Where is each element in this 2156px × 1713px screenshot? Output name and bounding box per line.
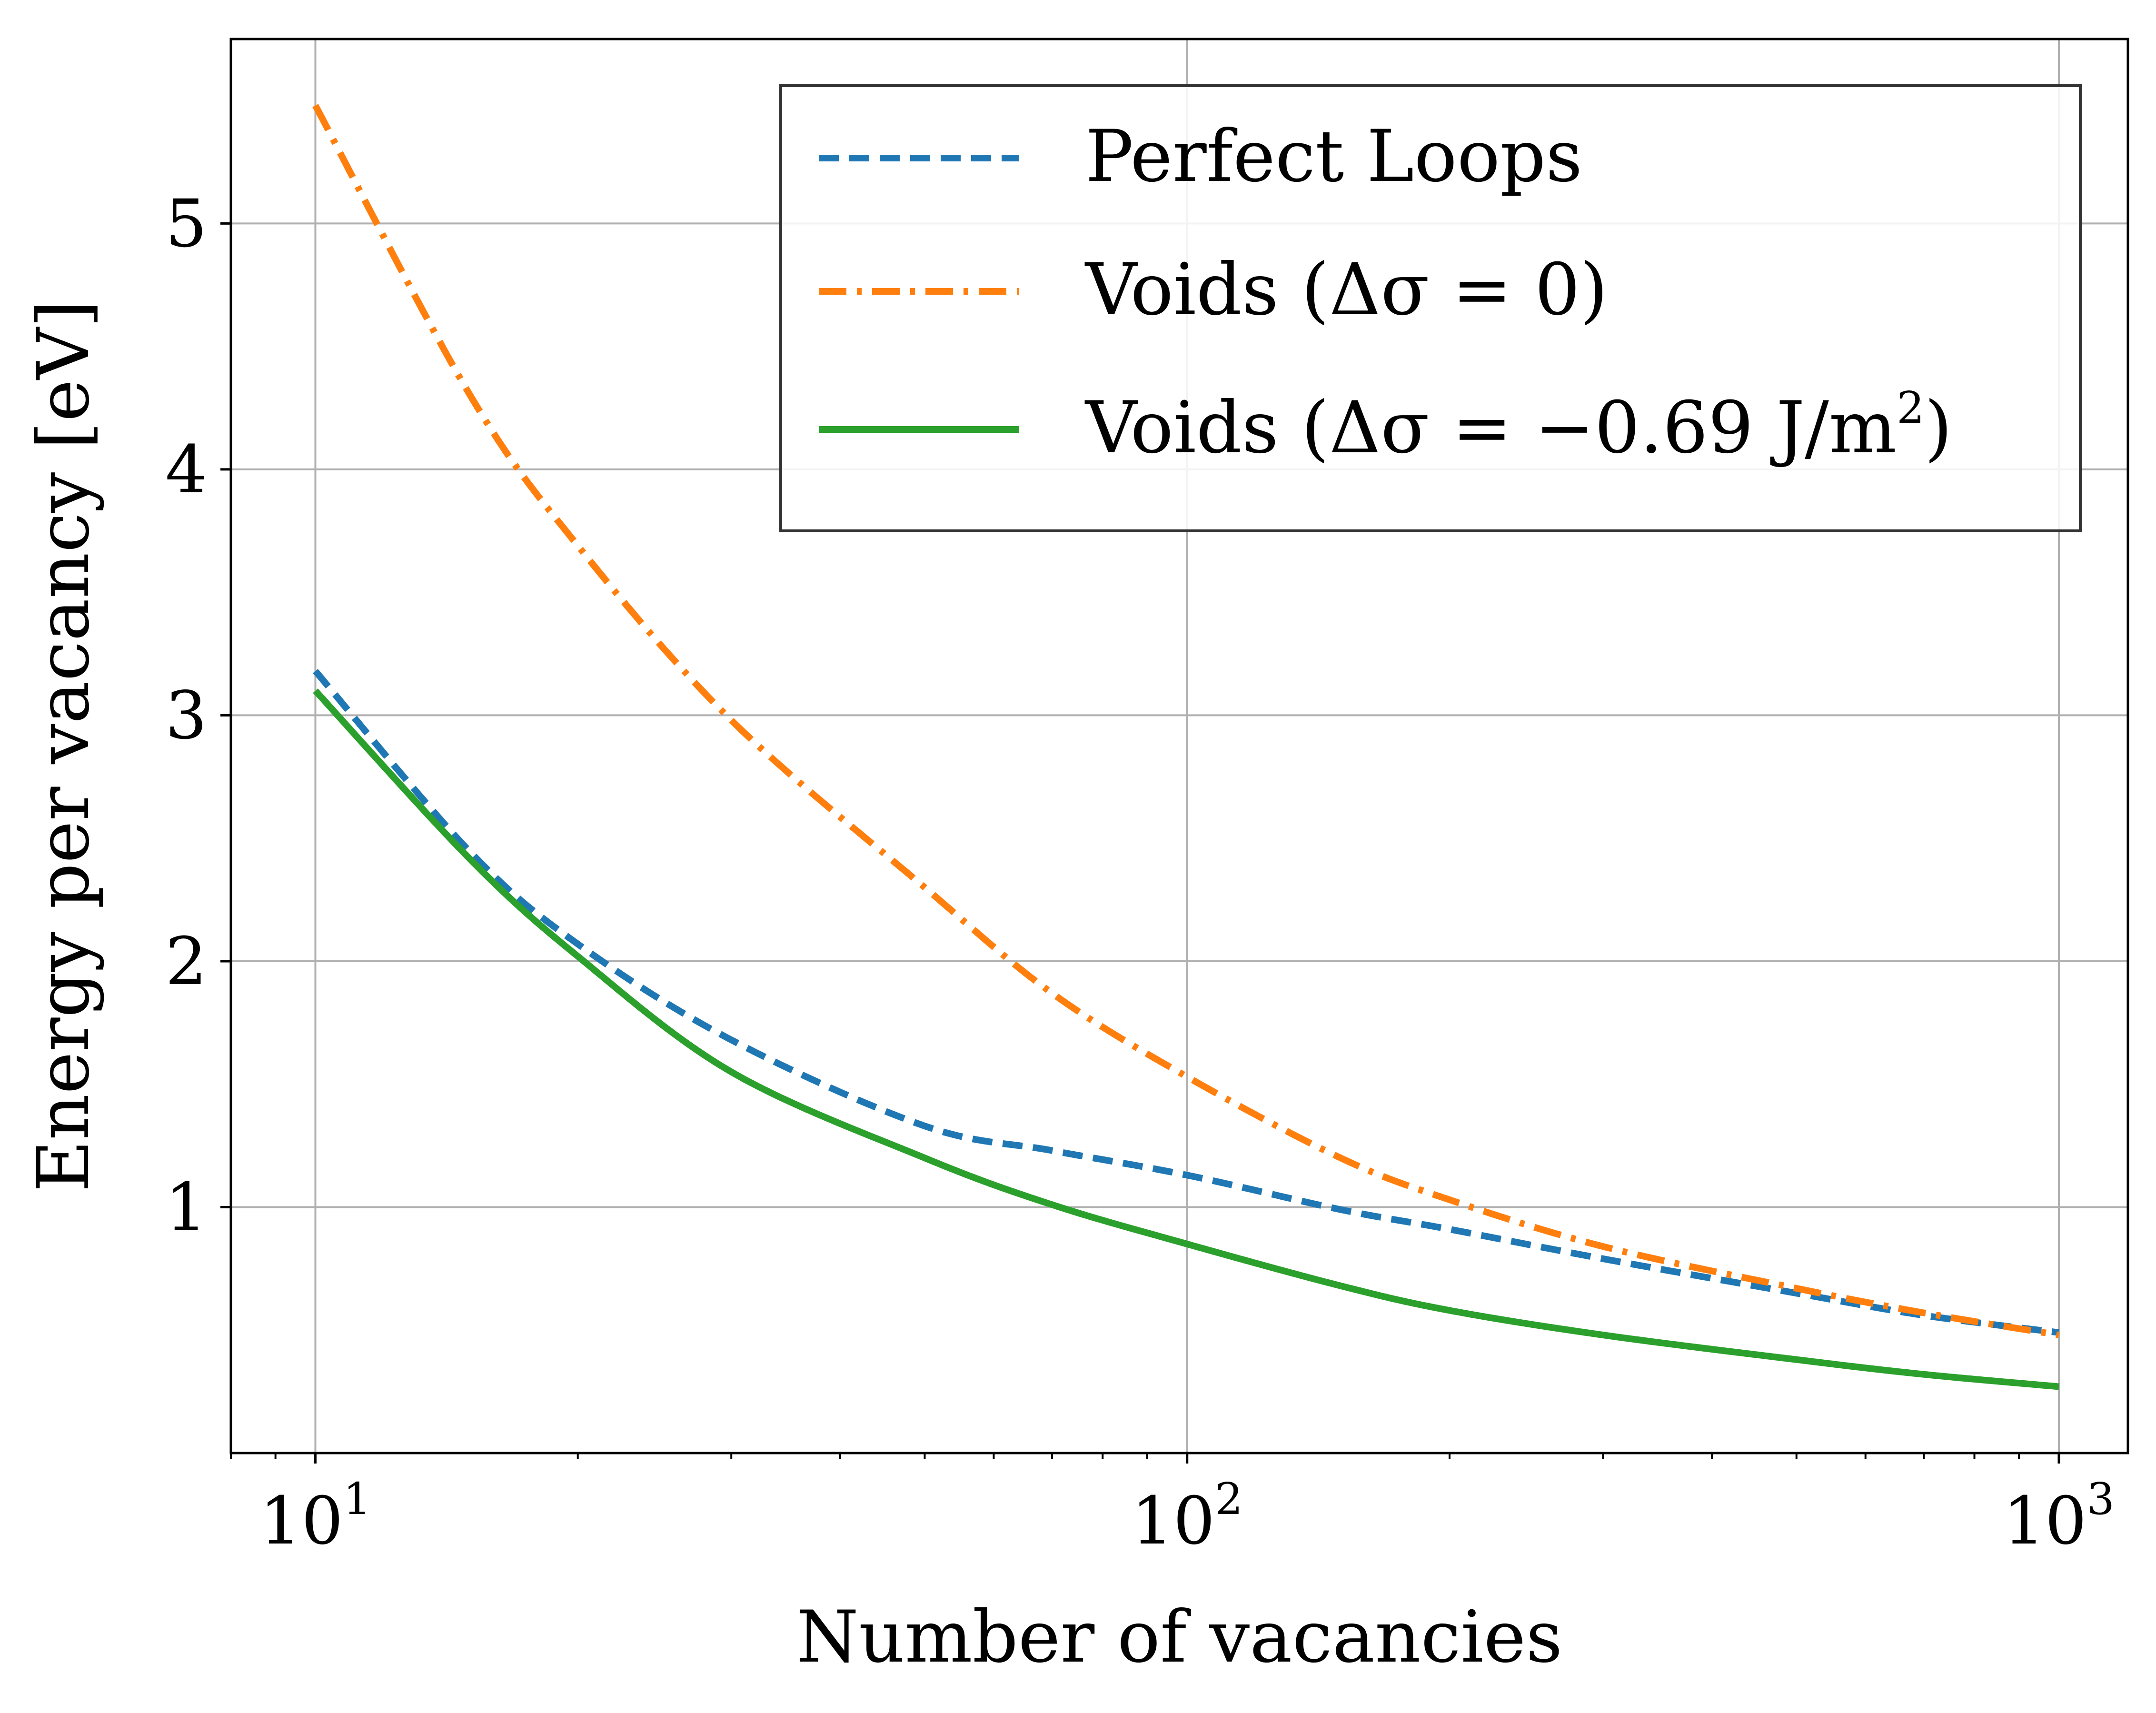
y-tick-label: 2: [165, 923, 207, 1000]
series-line: [312, 104, 2060, 1339]
y-tick-label: 4: [165, 431, 207, 508]
y-tick-label: 3: [165, 677, 207, 754]
y-tick-label: 1: [165, 1169, 207, 1245]
x-tick-label: 101: [259, 1474, 371, 1559]
x-tick-label: 103: [2003, 1474, 2115, 1559]
series-group: [312, 104, 2060, 1390]
x-tick-label: 102: [1132, 1474, 1243, 1559]
x-axis-label: Number of vacancies: [796, 1596, 1563, 1679]
plot-frame: [229, 38, 2129, 1454]
legend-label: Voids (Δσ = −0.69 J/m2): [1084, 382, 1952, 469]
legend-label: Perfect Loops: [1085, 115, 1582, 198]
y-axis-label: Energy per vacancy [eV]: [22, 300, 105, 1192]
series-line: [313, 669, 2059, 1336]
series-line: [313, 688, 2059, 1390]
legend: Perfect Loops Voids (Δσ = 0) Voids (Δσ = −…: [779, 84, 2082, 532]
legend-label: Voids (Δσ = 0): [1084, 249, 1608, 331]
y-tick-label: 5: [165, 185, 207, 262]
ticks-group: 101 102 103 1 2 3 4 5: [165, 185, 2115, 1559]
legend-box: [779, 84, 2082, 532]
